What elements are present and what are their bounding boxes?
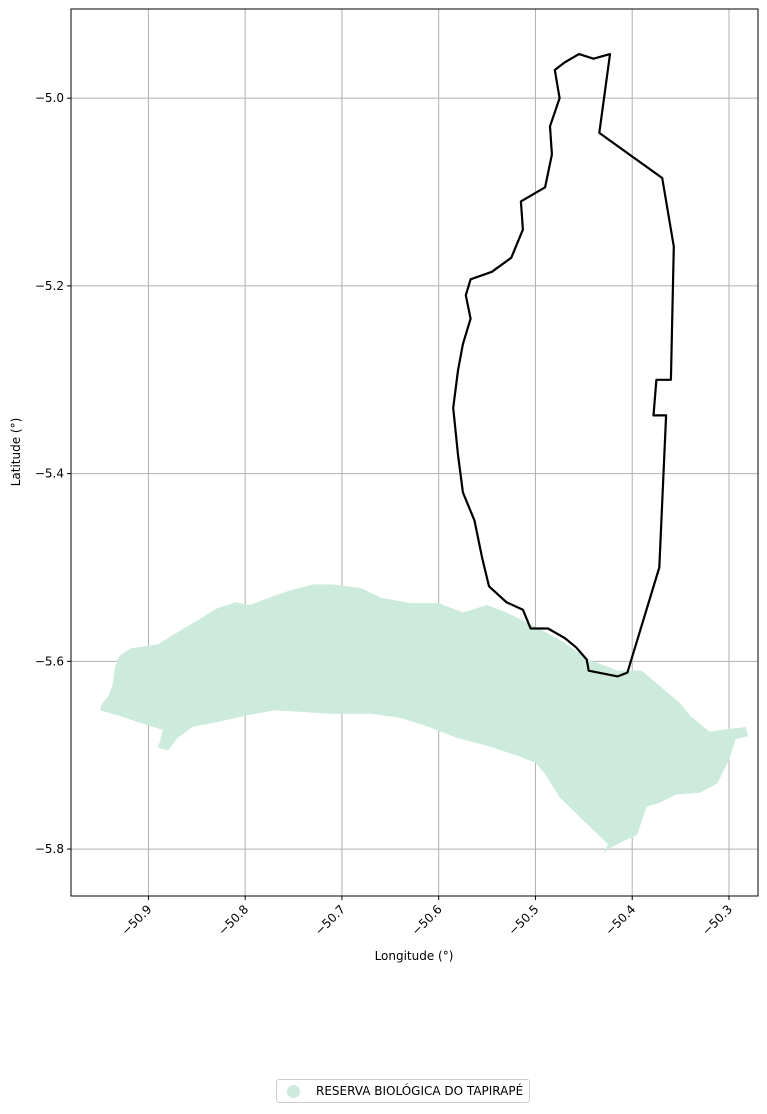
y-tick-label: −5.6 bbox=[35, 654, 64, 668]
x-tick-label: −50.7 bbox=[312, 902, 348, 938]
legend: RESERVA BIOLÓGICA DO TAPIRAPÉ bbox=[276, 1079, 531, 1103]
x-tick-label: −50.4 bbox=[602, 902, 638, 938]
y-tick-label: −5.0 bbox=[35, 91, 64, 105]
x-tick-label: −50.9 bbox=[119, 902, 155, 938]
y-tick-label: −5.8 bbox=[35, 842, 64, 856]
reserve-area bbox=[100, 584, 749, 854]
y-tick-label: −5.2 bbox=[35, 279, 64, 293]
y-axis-label: Latitude (°) bbox=[9, 418, 23, 487]
x-tick-label: −50.6 bbox=[409, 902, 445, 938]
map-layers bbox=[100, 52, 749, 854]
x-axis-label: Longitude (°) bbox=[375, 949, 454, 963]
legend-label: RESERVA BIOLÓGICA DO TAPIRAPÉ bbox=[316, 1084, 524, 1098]
x-tick-label: −50.5 bbox=[506, 902, 542, 938]
plot-frame bbox=[70, 8, 759, 897]
y-tick-label: −5.4 bbox=[35, 467, 64, 481]
x-tick-label: −50.8 bbox=[215, 902, 251, 938]
legend-marker-icon bbox=[287, 1084, 300, 1098]
boundary-outline bbox=[452, 52, 675, 678]
x-tick-label: −50.3 bbox=[699, 902, 735, 938]
